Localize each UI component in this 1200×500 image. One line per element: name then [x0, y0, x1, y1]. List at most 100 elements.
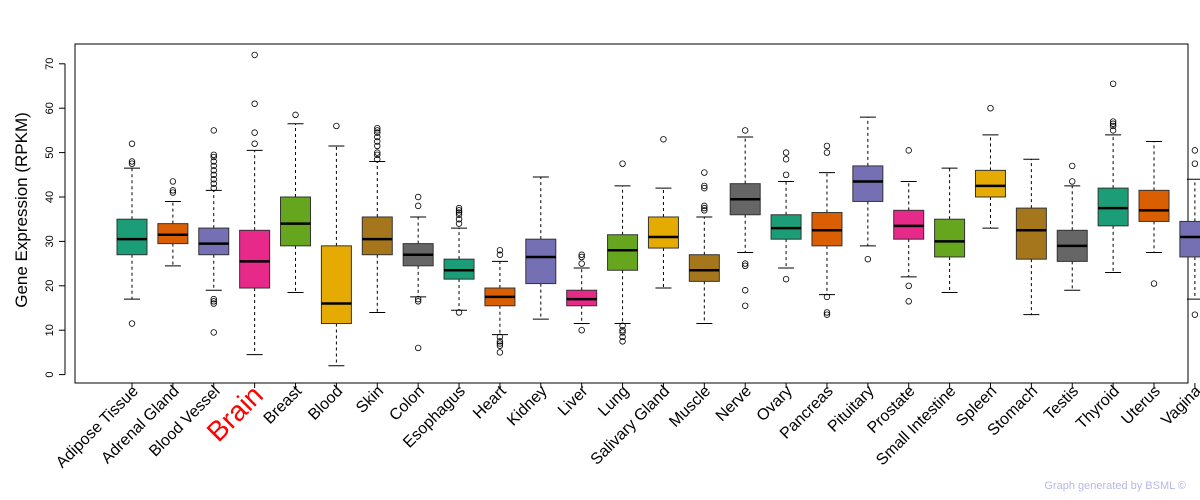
- outlier-point: [414, 344, 422, 352]
- outlier-point: [619, 329, 626, 336]
- outlier-point: [169, 187, 177, 194]
- iqr-box: [116, 218, 148, 256]
- x-tick-label: Kidney: [504, 383, 551, 430]
- outlier-point: [210, 171, 217, 178]
- x-tick-label: Blood: [305, 383, 346, 424]
- outlier-point: [455, 207, 463, 214]
- box-skin: [361, 124, 393, 313]
- iqr-box: [974, 169, 1006, 198]
- iqr-box: [280, 196, 312, 247]
- outlier-point: [128, 320, 136, 327]
- box-adrenal-gland: [157, 178, 189, 267]
- y-tick-label: 30: [44, 235, 56, 247]
- box-spleen: [974, 104, 1006, 229]
- outlier-point: [782, 156, 790, 163]
- x-tick-label: Liver: [555, 382, 592, 419]
- box-stomach: [1015, 158, 1047, 316]
- iqr-box: [198, 227, 230, 256]
- outlier-point: [496, 338, 504, 345]
- outlier-point: [742, 127, 749, 134]
- box-pituitary: [852, 116, 884, 263]
- outlier-point: [414, 193, 422, 201]
- outlier-point: [701, 182, 708, 190]
- outlier-point: [210, 295, 217, 303]
- box-nerve: [729, 127, 761, 309]
- outlier-point: [210, 167, 217, 174]
- outlier-point: [455, 211, 463, 218]
- box-uterus: [1138, 141, 1170, 287]
- y-tick-label: 70: [44, 58, 56, 70]
- outlier-point: [333, 122, 340, 130]
- outlier-point: [701, 184, 708, 192]
- outlier-point: [374, 129, 381, 136]
- outlier-point: [374, 149, 381, 156]
- outlier-point: [742, 260, 749, 267]
- outlier-point: [905, 282, 912, 289]
- outlier-point: [251, 51, 258, 59]
- outlier-point: [1109, 127, 1117, 134]
- outlier-point: [1150, 280, 1158, 287]
- y-tick-label: 20: [44, 280, 56, 292]
- x-tick-label: Muscle: [666, 383, 714, 431]
- outlier-point: [578, 260, 585, 267]
- outlier-point: [414, 295, 422, 303]
- outlier-point: [455, 309, 463, 316]
- x-tick-label: Uterus: [1118, 383, 1163, 428]
- box-pancreas: [811, 142, 843, 318]
- outlier-point: [1069, 162, 1076, 170]
- outlier-point: [210, 127, 217, 134]
- outlier-point: [742, 262, 749, 270]
- outlier-point: [455, 220, 463, 227]
- outlier-point: [1109, 120, 1117, 127]
- outlier-point: [210, 180, 217, 187]
- outlier-point: [251, 100, 258, 107]
- outlier-point: [823, 293, 831, 301]
- outlier-point: [496, 251, 504, 258]
- outlier-point: [128, 158, 136, 165]
- x-tick-label: Breast: [261, 382, 306, 427]
- outlier-point: [251, 129, 258, 136]
- outlier-point: [455, 204, 463, 212]
- outlier-point: [701, 204, 708, 212]
- iqr-box: [607, 234, 639, 271]
- box-thyroid: [1097, 80, 1129, 273]
- outlier-point: [374, 138, 381, 145]
- box-brain: [239, 51, 271, 356]
- outlier-point: [210, 162, 217, 170]
- outlier-point: [782, 149, 790, 156]
- outlier-point: [210, 298, 217, 305]
- outlier-point: [619, 327, 626, 334]
- outlier-point: [374, 127, 381, 134]
- outlier-point: [578, 253, 585, 261]
- x-tick-label: Skin: [353, 383, 387, 417]
- outlier-point: [823, 311, 831, 318]
- box-colon: [402, 193, 434, 352]
- iqr-box: [934, 218, 966, 258]
- outlier-point: [823, 142, 831, 150]
- outlier-point: [619, 160, 626, 167]
- outlier-point: [128, 140, 136, 147]
- iqr-box: [852, 165, 884, 202]
- y-tick-label: 50: [44, 146, 56, 158]
- box-ovary: [770, 149, 802, 283]
- iqr-box: [647, 216, 679, 249]
- outlier-point: [251, 140, 258, 147]
- box-adipose-tissue: [116, 140, 148, 327]
- iqr-box: [239, 229, 271, 289]
- outlier-point: [1191, 147, 1199, 154]
- outlier-point: [169, 178, 177, 185]
- x-tick-label: Vagina: [1158, 383, 1200, 429]
- outlier-point: [1109, 122, 1117, 130]
- outlier-point: [823, 149, 831, 156]
- iqr-box: [320, 245, 352, 325]
- outlier-point: [496, 340, 504, 347]
- outlier-point: [1069, 178, 1076, 185]
- box-blood: [320, 122, 352, 367]
- outlier-point: [619, 338, 626, 345]
- outlier-point: [742, 287, 749, 294]
- box-salivary-gland: [647, 136, 679, 289]
- x-tick-label: Nerve: [713, 383, 755, 425]
- outlier-point: [169, 189, 177, 196]
- box-liver: [566, 251, 598, 334]
- box-esophagus: [443, 204, 475, 316]
